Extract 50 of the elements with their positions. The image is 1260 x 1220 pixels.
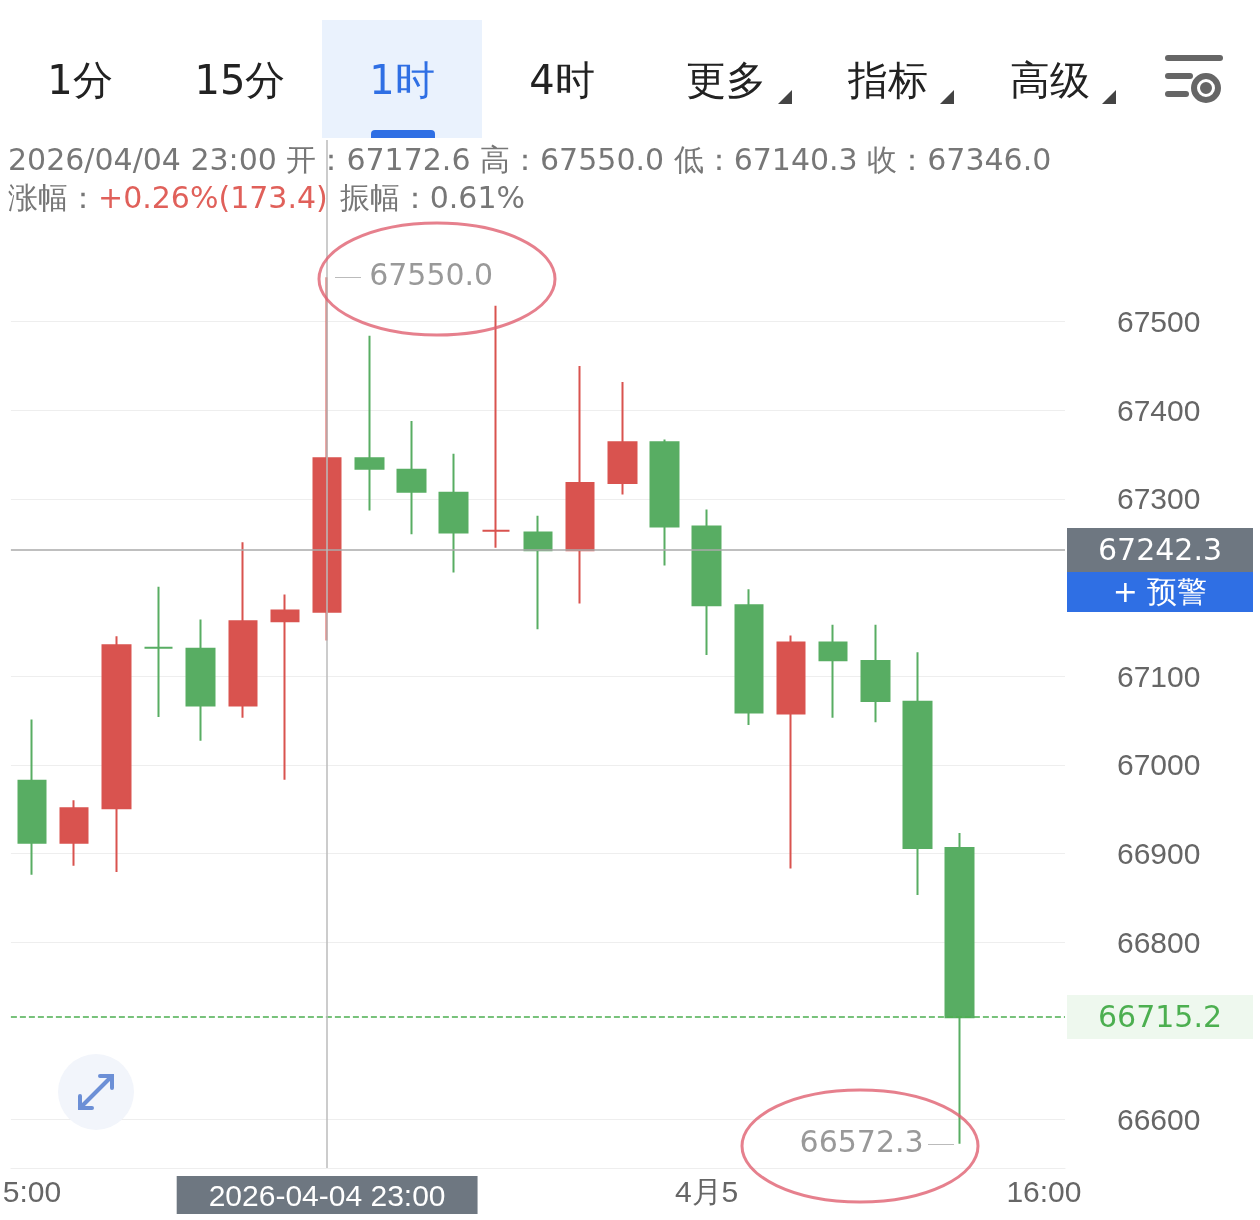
candlestick bbox=[354, 334, 385, 512]
candlestick bbox=[649, 438, 680, 567]
y-tick-label: 67400 bbox=[1117, 393, 1201, 427]
candlestick bbox=[902, 651, 933, 897]
candlestick bbox=[860, 623, 891, 724]
candlestick bbox=[270, 593, 300, 781]
candlestick bbox=[691, 508, 722, 656]
text: 指标 bbox=[847, 56, 929, 105]
annotation: +0.26%(173.4) bbox=[98, 180, 328, 215]
candlestick bbox=[185, 618, 216, 742]
text: 15分 bbox=[193, 56, 287, 105]
x-tick-label: 4月5 bbox=[674, 1174, 739, 1208]
y-tick-label: 67100 bbox=[1117, 659, 1201, 693]
candlestick bbox=[523, 514, 553, 631]
text: 1时 bbox=[322, 20, 482, 138]
annotation: 66572.3 bbox=[799, 1123, 924, 1159]
candlestick bbox=[481, 304, 511, 549]
annotation: 振幅：0.61% bbox=[339, 180, 526, 215]
x-tick-label: 5:00 bbox=[2, 1174, 62, 1208]
text: 更多 bbox=[685, 56, 767, 105]
y-tick-label: 66600 bbox=[1117, 1102, 1201, 1136]
text: 1分 bbox=[46, 56, 114, 105]
x-tick-label: 16:00 bbox=[1006, 1174, 1082, 1208]
candlestick bbox=[438, 452, 469, 574]
annotation: 涨幅： bbox=[8, 180, 98, 215]
y-tick-label: 66900 bbox=[1117, 836, 1201, 870]
candlestick bbox=[101, 635, 132, 874]
y-tick-label: 67000 bbox=[1117, 748, 1201, 782]
y-tick-label: 67300 bbox=[1117, 482, 1201, 516]
text: 高级 bbox=[1009, 56, 1091, 105]
y-tick-label: 67500 bbox=[1117, 305, 1201, 339]
candlestick bbox=[607, 380, 638, 496]
text: + 预警 bbox=[1067, 572, 1253, 613]
candlestick bbox=[944, 832, 975, 1145]
text: 4时 bbox=[528, 56, 596, 105]
candlestick bbox=[776, 634, 806, 870]
candlestick bbox=[59, 799, 89, 867]
candlestick bbox=[143, 585, 174, 718]
candlestick bbox=[818, 623, 848, 719]
candlestick bbox=[734, 588, 764, 726]
candlestick bbox=[396, 419, 427, 536]
candlestick bbox=[565, 364, 595, 605]
ref-line-label: 67242.3 bbox=[1067, 528, 1253, 573]
annotation: 2026/04/04 23:00 开：67172.6 高：67550.0 低：67140.3 收：67346.0 bbox=[8, 141, 1052, 179]
x-tick-label: 2026-04-04 23:00 bbox=[208, 1178, 446, 1212]
candlestick bbox=[17, 718, 47, 876]
candlestick bbox=[228, 541, 258, 719]
annotation: 67550.0 bbox=[369, 257, 494, 293]
y-tick-label: 66800 bbox=[1117, 925, 1201, 959]
ref-line-label: 66715.2 bbox=[1067, 995, 1253, 1040]
